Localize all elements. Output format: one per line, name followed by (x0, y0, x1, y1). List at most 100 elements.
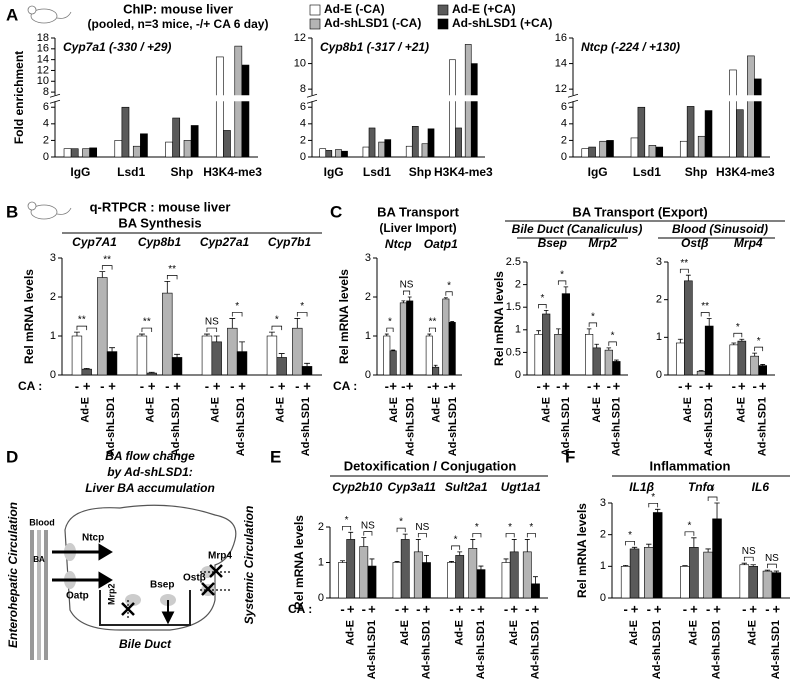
sig-bracket (101, 265, 113, 270)
bar (684, 280, 693, 376)
sig-label: * (345, 515, 349, 526)
ca-sign: - (742, 601, 746, 616)
sig-label: ** (701, 301, 709, 312)
ca-sign: + (368, 601, 376, 616)
bar (588, 146, 596, 158)
bar (704, 325, 714, 376)
y-axis-label: Rel mRNA levels (492, 271, 506, 366)
sig-bracket (733, 332, 743, 338)
sig-label: * (235, 301, 239, 312)
bar (215, 56, 224, 158)
bar (680, 566, 690, 599)
axis-break (49, 95, 258, 102)
y-tick-label: 1 (656, 331, 662, 343)
bar (236, 351, 248, 376)
x-tick-label: IL6 (752, 480, 770, 494)
ca-sign: - (427, 378, 431, 393)
error-bar (278, 353, 285, 358)
bar (427, 128, 435, 158)
bar (468, 547, 478, 599)
chart-title: Ntcp (-224 / +130) (581, 40, 680, 54)
sig-bracket (141, 327, 153, 333)
panel-label: D (6, 447, 18, 466)
diagram-label: Mrp4 (208, 551, 232, 562)
y-axis-label: Rel mRNA levels (292, 515, 306, 610)
y-tick-label: 14 (555, 57, 567, 69)
error-bar (443, 297, 448, 299)
error-bar (402, 533, 408, 540)
bar (629, 548, 640, 599)
legend-label: Ad-E (-CA) (324, 2, 385, 16)
x-tick-label: Cyp3a11 (388, 480, 437, 494)
bar (338, 562, 347, 599)
diagram-title: by Ad-shLSD1: (107, 465, 193, 479)
bar (266, 335, 278, 376)
bar (368, 127, 376, 158)
sig-bracket (451, 545, 461, 550)
group-label: Ad-E (80, 397, 92, 423)
bar (737, 340, 747, 376)
hepatocyte (64, 504, 237, 631)
error-bar (204, 333, 210, 336)
x-tick-label: Cyp7A1 (72, 235, 117, 249)
ca-sign: + (432, 378, 440, 393)
bar (421, 143, 429, 158)
error-bar (706, 318, 712, 327)
x-tick-label: Shp (685, 165, 708, 179)
sig-label: NS (765, 553, 779, 564)
sig-label: NS (400, 280, 414, 291)
sig-bracket (625, 540, 635, 546)
ca-sign: + (401, 601, 409, 616)
error-bar (760, 364, 766, 366)
axis-break-mark (567, 93, 579, 104)
legend-swatch (309, 18, 321, 30)
y-tick-label: 16 (37, 43, 49, 55)
error-bar (269, 331, 275, 336)
error-bar (478, 565, 484, 570)
group-label: Ad-shLSD1 (170, 397, 182, 456)
sig-bracket (363, 531, 373, 536)
ca-sign: + (477, 601, 485, 616)
ca-sign: - (504, 601, 508, 616)
ca-sign: - (75, 378, 79, 393)
error-bar (606, 347, 612, 351)
error-bar (536, 330, 541, 335)
legend-label: Ad-shLSD1 (-CA) (324, 16, 421, 30)
bar (378, 141, 386, 158)
error-bar (614, 359, 619, 362)
sig-bracket (743, 556, 754, 562)
chart-subtitle: Blood (Sinusoid) (672, 222, 768, 236)
chart-title: BA Transport (Export) (572, 204, 707, 219)
ca-sign: - (340, 601, 344, 616)
y-tick-label: 12 (555, 83, 567, 95)
bar (165, 141, 173, 158)
y-tick-label: 2 (365, 291, 371, 303)
group-label: Ad-shLSD1 (529, 620, 541, 679)
error-bar (691, 537, 697, 548)
error-bar (407, 296, 412, 301)
error-bar (586, 328, 592, 335)
sig-bracket (557, 280, 567, 285)
ca-sign: + (613, 378, 621, 393)
sig-label: ** (680, 258, 688, 269)
bar (341, 150, 348, 158)
ca-sign: - (385, 378, 389, 393)
error-bar (524, 539, 530, 552)
y-tick-label: 3 (50, 252, 56, 264)
y-tick-label: 18 (37, 32, 49, 44)
error-bar (705, 548, 711, 553)
sig-label: ** (143, 317, 151, 328)
bar (747, 55, 755, 158)
sig-label: * (399, 517, 403, 528)
error-bar (533, 576, 538, 584)
error-bar (139, 333, 145, 336)
y-tick-label: 12 (37, 64, 49, 76)
bar (476, 569, 486, 599)
sig-bracket (588, 322, 598, 327)
ca-sign: - (471, 601, 475, 616)
error-bar (394, 561, 400, 563)
sig-bracket (754, 346, 764, 352)
group-label: Ad-shLSD1 (651, 620, 663, 679)
bar (449, 59, 456, 158)
x-tick-label: Mrp4 (734, 236, 763, 250)
